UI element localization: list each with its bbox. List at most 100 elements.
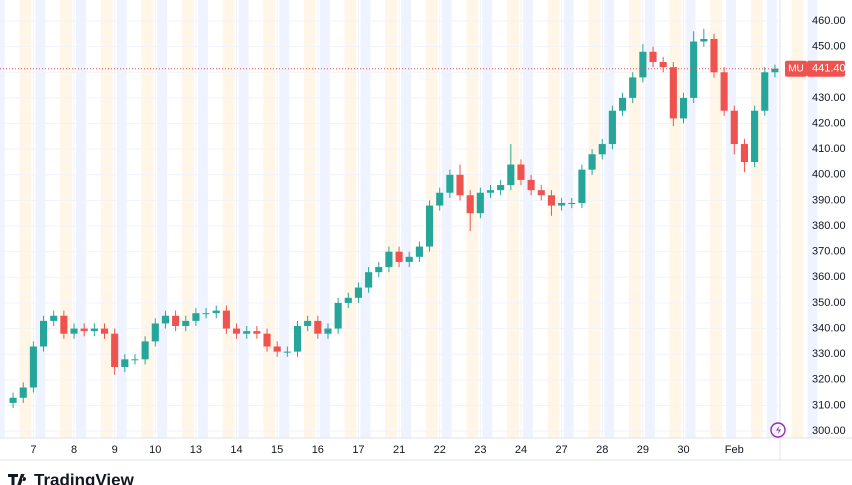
candle-body: [486, 190, 495, 193]
afterhours-band: [522, 0, 533, 438]
candle-body: [70, 328, 78, 334]
candle-body: [415, 246, 423, 257]
symbol-label: MU: [788, 63, 804, 74]
candle-body: [476, 192, 484, 214]
symbol-tag: [785, 60, 807, 77]
candle-body: [100, 328, 109, 334]
candle-body: [568, 202, 576, 204]
y-tick-label: 390.00: [812, 194, 846, 206]
candle-body: [710, 38, 718, 73]
x-tick-label: 22: [434, 444, 446, 456]
x-tick-label: 30: [677, 444, 689, 456]
candle-body: [39, 320, 48, 347]
afterhours-band: [279, 0, 290, 438]
candle-body: [639, 51, 647, 78]
candle-body: [50, 315, 58, 321]
candle-body: [578, 169, 586, 203]
candle-body: [629, 77, 637, 98]
candle-body: [771, 68, 779, 73]
candle-body: [405, 256, 413, 262]
candle-body: [436, 192, 444, 206]
y-tick-label: 320.00: [812, 374, 846, 386]
candle-body: [172, 315, 180, 327]
candle-body: [202, 313, 210, 315]
y-tick-label: 330.00: [812, 348, 846, 360]
afterhours-band: [807, 0, 818, 438]
candle-body: [365, 272, 373, 288]
candle-body: [720, 72, 728, 111]
candle-body: [497, 185, 505, 191]
y-tick-label: 310.00: [812, 399, 846, 411]
candle-body: [283, 351, 291, 353]
candle-body: [90, 328, 98, 332]
candle-body: [659, 62, 667, 68]
candle-body: [608, 110, 616, 145]
candle-body: [273, 346, 281, 352]
candle-body: [395, 251, 403, 262]
premarket-band: [181, 0, 194, 438]
premarket-band: [466, 0, 479, 438]
afterhours-band: [441, 0, 452, 438]
candle-body: [354, 287, 363, 298]
candle-body: [111, 333, 119, 368]
alert-icon[interactable]: [770, 422, 786, 438]
candle-body: [212, 310, 220, 314]
premarket-band: [669, 0, 682, 438]
x-tick-label: 15: [271, 444, 283, 456]
candle-body: [232, 328, 241, 334]
candle-body: [19, 387, 27, 398]
candle-body: [253, 331, 261, 334]
x-tick-label: 21: [393, 444, 405, 456]
y-tick-label: 300.00: [812, 425, 846, 437]
premarket-band: [588, 0, 601, 438]
candle-body: [547, 195, 556, 206]
candle-body: [344, 297, 352, 303]
candle-body: [690, 41, 698, 98]
candle-body: [598, 144, 606, 155]
candle-body: [222, 310, 230, 329]
last-price-label: 441.40: [812, 63, 846, 75]
y-tick-label: 450.00: [812, 41, 846, 53]
candle-body: [80, 328, 88, 332]
premarket-band: [19, 0, 32, 438]
candle-body: [751, 110, 759, 162]
afterhours-band: [116, 0, 127, 438]
candle-body: [141, 341, 149, 360]
candle-body: [182, 320, 190, 327]
candle-body: [466, 195, 474, 214]
afterhours-band: [604, 0, 615, 438]
x-tick-label: 28: [596, 444, 608, 456]
y-tick-label: 360.00: [812, 271, 846, 283]
x-tick-label: 10: [149, 444, 161, 456]
candle-body: [425, 205, 434, 247]
x-tick-label: 16: [312, 444, 324, 456]
candle-body: [334, 302, 342, 329]
y-tick-label: 370.00: [812, 246, 846, 258]
candle-body: [558, 202, 566, 206]
x-tick-label: 27: [555, 444, 567, 456]
afterhours-band: [766, 0, 777, 438]
y-tick-label: 380.00: [812, 220, 846, 232]
premarket-band: [547, 0, 560, 438]
candle-body: [131, 359, 139, 361]
candles: [9, 28, 779, 409]
afterhours-band: [319, 0, 330, 438]
afterhours-band: [685, 0, 696, 438]
candle-body: [669, 67, 677, 119]
x-tick-label: 9: [112, 444, 118, 456]
candle-body: [324, 328, 332, 334]
x-tick-label: 24: [515, 444, 527, 456]
candle-body: [151, 323, 159, 342]
afterhours-band: [360, 0, 371, 438]
premarket-band: [628, 0, 641, 438]
candle-body: [649, 51, 657, 63]
x-tick-label: Feb: [725, 444, 744, 456]
x-tick-label: 7: [30, 444, 36, 456]
candle-body: [29, 346, 37, 388]
candle-body: [700, 38, 708, 42]
afterhours-band: [401, 0, 412, 438]
premarket-band: [506, 0, 519, 438]
premarket-band: [100, 0, 113, 438]
